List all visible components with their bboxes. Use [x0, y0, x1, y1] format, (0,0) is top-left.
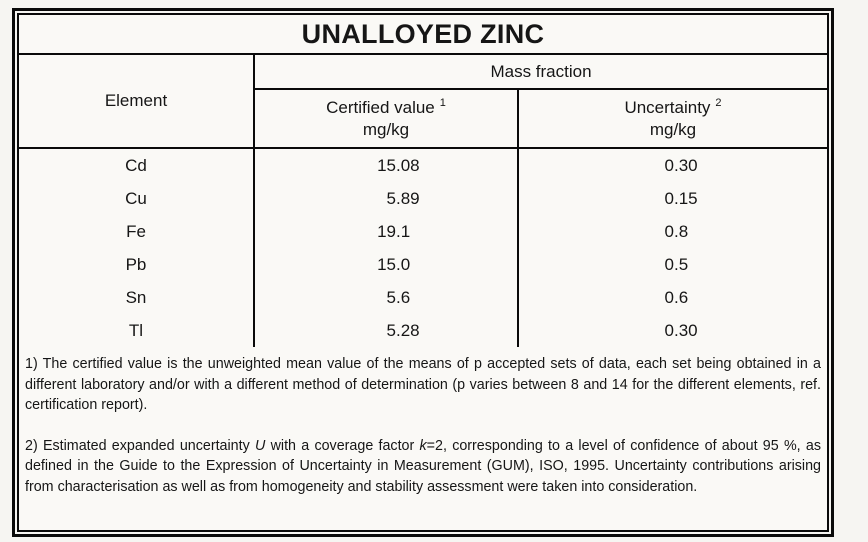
uncertainty-label-line: Uncertainty 2 — [624, 97, 721, 119]
certified-value-cell: 15.0 — [377, 254, 411, 274]
element-column: Cd Cu Fe Pb Sn Tl — [19, 149, 255, 347]
certified-value-cell: 15.08 — [377, 155, 420, 175]
certified-value-unit: mg/kg — [362, 119, 410, 139]
element-cell: Cu — [125, 188, 147, 208]
table-body: Cd Cu Fe Pb Sn Tl 15.08 5.89 19.1 15.0 5.6 5.28 0.… — [19, 149, 827, 347]
uncertainty-unit: mg/kg — [649, 119, 697, 139]
element-cell: Pb — [125, 254, 147, 274]
table-frame: UNALLOYED ZINC Element Mass fraction Cer… — [17, 13, 829, 532]
footnote-2-text: with a coverage factor — [265, 437, 420, 454]
certified-value-cell: 19.1 — [377, 221, 411, 241]
certified-value-cell: 5.28 — [386, 320, 420, 340]
certified-value-footnote-ref: 1 — [439, 96, 446, 109]
uncertainty-value-cell: 0.15 — [664, 188, 698, 208]
group-header-mass-fraction: Mass fraction — [255, 55, 827, 90]
certified-value-cell: 5.6 — [386, 287, 411, 307]
column-header-certified-value: Certified value 1 mg/kg — [255, 90, 519, 147]
column-header-element: Element — [19, 55, 255, 147]
footnote-2-text: =2, corresponding to a level of confiden… — [25, 437, 821, 495]
footnotes-section: 1) The certified value is the unweighted… — [19, 347, 827, 530]
uncertainty-column: 0.30 0.15 0.8 0.5 0.6 0.30 — [519, 149, 827, 347]
certificate-table: UNALLOYED ZINC Element Mass fraction Cer… — [12, 8, 834, 537]
page-title: UNALLOYED ZINC — [19, 15, 827, 55]
certified-value-label-line: Certified value 1 — [326, 97, 446, 119]
element-cell: Tl — [128, 320, 144, 340]
certified-value-label: Certified value — [326, 97, 435, 117]
table-header: Element Mass fraction Certified value 1 m… — [19, 55, 827, 149]
column-header-uncertainty: Uncertainty 2 mg/kg — [519, 90, 827, 147]
uncertainty-value-cell: 0.8 — [664, 221, 689, 241]
footnote-2-symbol-U: U — [255, 437, 266, 454]
element-cell: Cd — [125, 155, 147, 175]
element-cell: Sn — [125, 287, 147, 307]
uncertainty-value-cell: 0.5 — [664, 254, 689, 274]
uncertainty-footnote-ref: 2 — [715, 96, 722, 109]
footnote-1: 1) The certified value is the unweighted… — [25, 356, 821, 413]
uncertainty-value-cell: 0.6 — [664, 287, 689, 307]
sub-header-row: Certified value 1 mg/kg Uncertainty 2 mg/k… — [255, 90, 827, 147]
certified-value-column: 15.08 5.89 19.1 15.0 5.6 5.28 — [255, 149, 519, 347]
uncertainty-value-cell: 0.30 — [664, 320, 698, 340]
footnote-2: 2) Estimated expanded uncertainty U with… — [25, 436, 821, 498]
uncertainty-value-cell: 0.30 — [664, 155, 698, 175]
header-right-group: Mass fraction Certified value 1 mg/kg Unc… — [255, 55, 827, 147]
element-cell: Fe — [126, 221, 146, 241]
footnote-2-symbol-k: k — [419, 437, 427, 454]
footnote-2-text: 2) Estimated expanded uncertainty — [25, 437, 256, 454]
uncertainty-label: Uncertainty — [624, 97, 711, 117]
certified-value-cell: 5.89 — [386, 188, 420, 208]
